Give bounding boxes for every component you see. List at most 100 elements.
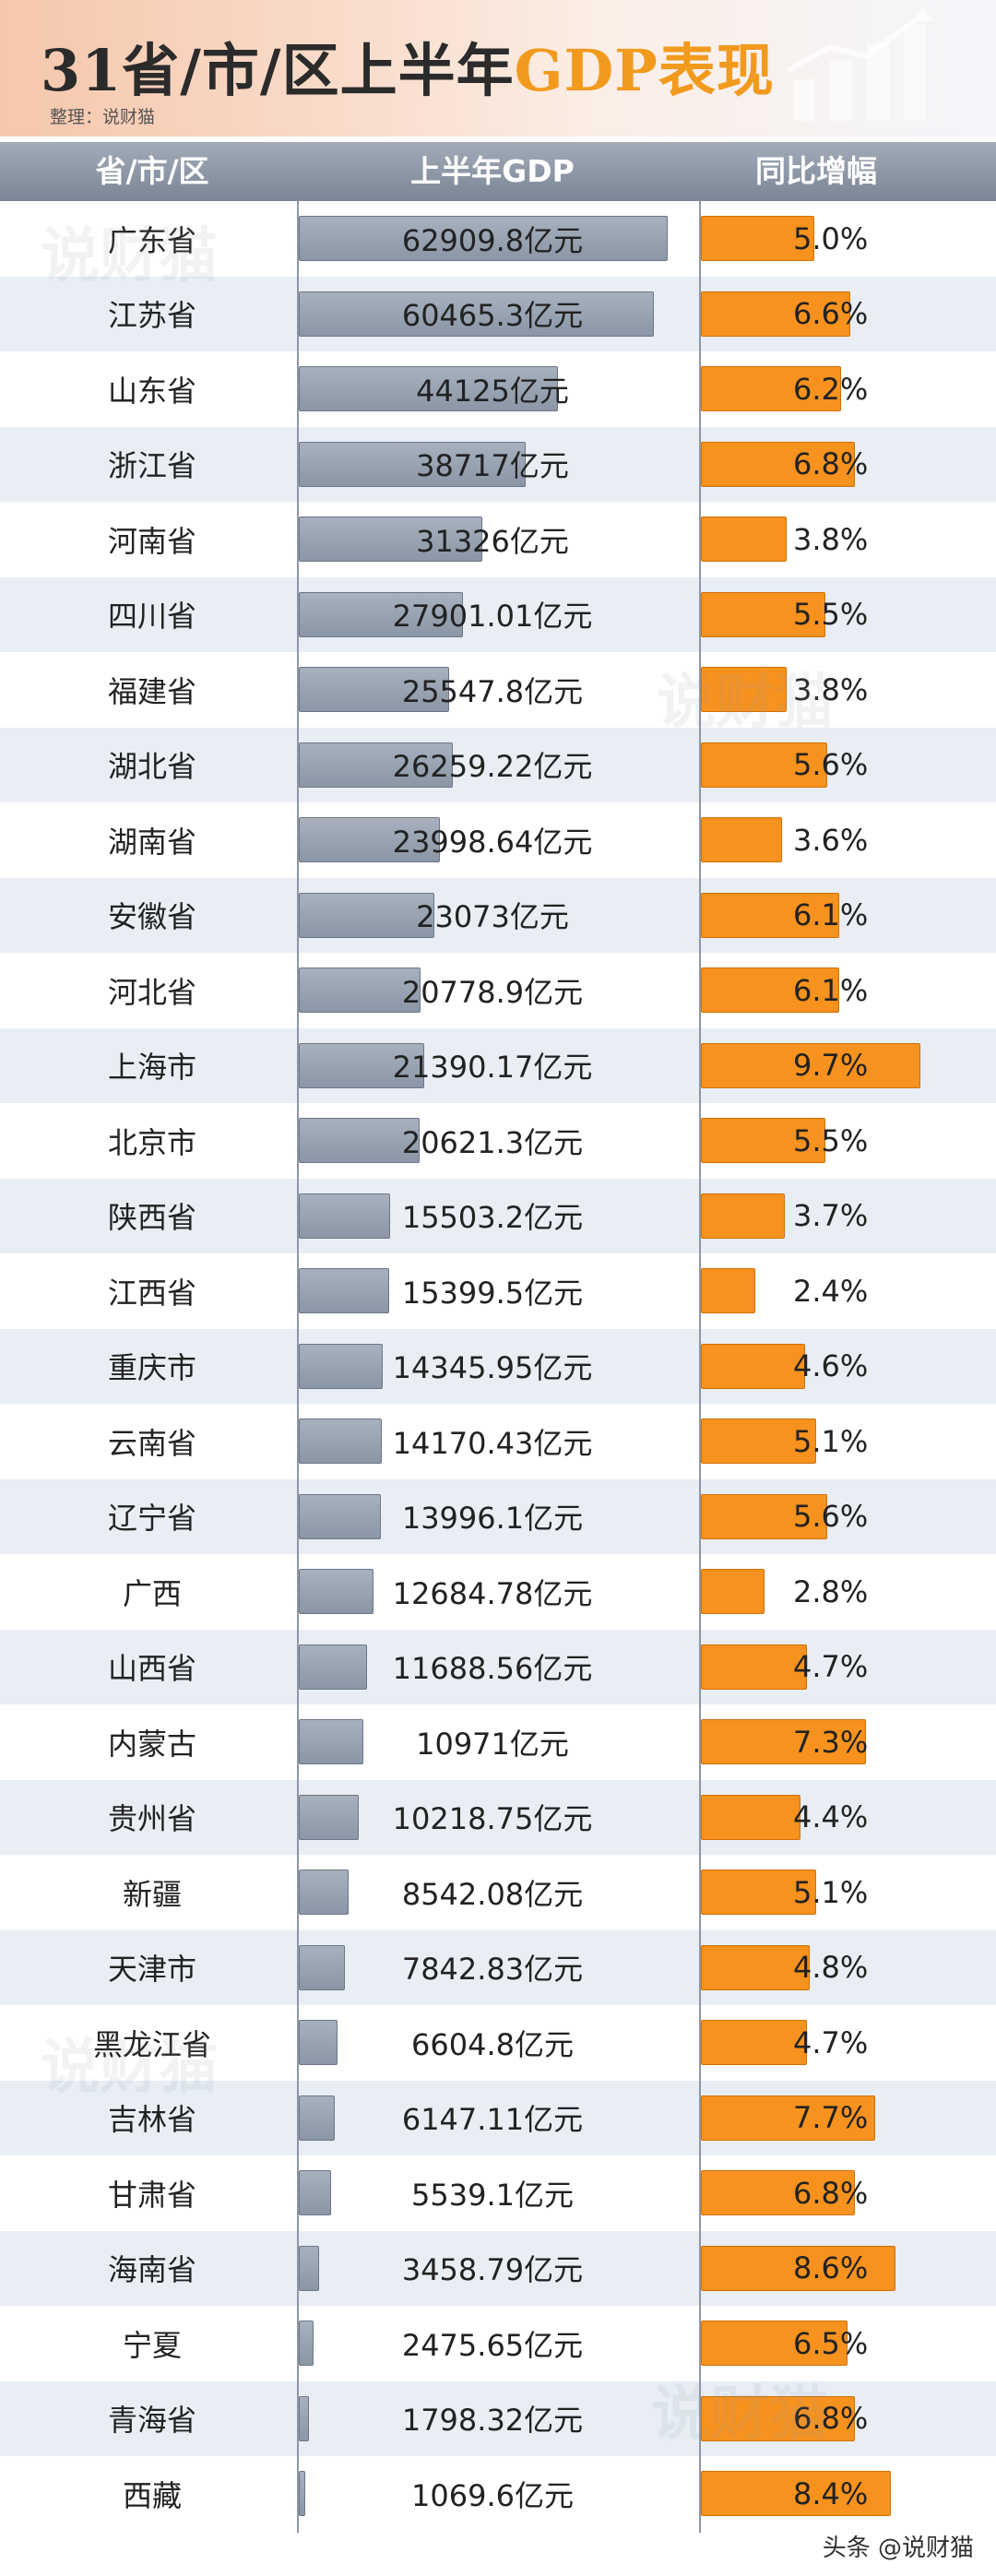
column-region-header: 省/市/区 xyxy=(95,153,209,189)
gdp-value-label: 1069.6亿元 xyxy=(411,2477,574,2513)
region-label: 广东省 xyxy=(107,222,196,258)
growth-value-label: 4.6% xyxy=(793,1348,869,1384)
gdp-value-label: 38717亿元 xyxy=(416,448,569,484)
growth-bar xyxy=(701,591,825,637)
region-label: 江西省 xyxy=(107,1275,196,1311)
gdp-bar xyxy=(299,1193,390,1239)
growth-value-label: 5.6% xyxy=(793,747,869,783)
growth-value-label: 3.6% xyxy=(793,822,869,858)
growth-bar xyxy=(701,1343,805,1389)
region-label: 安徽省 xyxy=(107,899,196,935)
growth-value-label: 4.4% xyxy=(793,1799,869,1835)
region-label: 天津市 xyxy=(107,1952,196,1988)
growth-bar xyxy=(701,216,814,262)
table-row: 山东省 44125亿元 6.2% xyxy=(0,351,996,427)
gdp-bar xyxy=(299,591,463,637)
growth-bar xyxy=(701,1944,810,1990)
region-label: 山东省 xyxy=(107,373,196,409)
table-row: 北京市 20621.3亿元 5.5% xyxy=(0,1103,996,1179)
region-label: 辽宁省 xyxy=(107,1501,196,1537)
gdp-bar xyxy=(299,1493,382,1539)
gdp-bar xyxy=(299,2245,319,2291)
region-label: 新疆 xyxy=(122,1876,182,1912)
gdp-bar xyxy=(299,2395,310,2441)
table-row: 福建省 25547.8亿元 3.8% xyxy=(0,652,996,728)
gdp-bar xyxy=(299,1870,350,1916)
gdp-value-label: 8542.08亿元 xyxy=(401,1876,584,1912)
data-table: 广东省 62909.8亿元 5.0% 江苏省 60465.3亿元 6.6% 山东省 44125… xyxy=(0,201,996,2533)
growth-bar xyxy=(701,2321,848,2367)
table-row: 宁夏 2475.65亿元 6.5% xyxy=(0,2306,996,2381)
table-row: 山西省 11688.56亿元 4.7% xyxy=(0,1629,996,1704)
region-label: 西藏 xyxy=(122,2477,182,2513)
growth-value-label: 2.4% xyxy=(793,1273,869,1309)
growth-bar xyxy=(701,2020,808,2066)
growth-bar xyxy=(701,291,850,337)
gdp-value-label: 44125亿元 xyxy=(416,373,569,409)
header-banner: 31省/市/区上半年GDP表现 整理：说财猫 xyxy=(0,0,996,137)
region-label: 河南省 xyxy=(107,523,196,559)
gdp-value-label: 10971亿元 xyxy=(416,1726,569,1762)
gdp-bar xyxy=(299,1719,363,1765)
region-label: 青海省 xyxy=(107,2403,196,2439)
gdp-value-label: 13996.1亿元 xyxy=(401,1501,584,1537)
table-row: 上海市 21390.17亿元 9.7% xyxy=(0,1027,996,1103)
growth-value-label: 6.2% xyxy=(793,371,869,407)
gdp-bar xyxy=(299,1419,383,1465)
gdp-bar xyxy=(299,892,434,938)
table-row: 吉林省 6147.11亿元 7.7% xyxy=(0,2080,996,2155)
gdp-bar xyxy=(299,1343,384,1389)
page-title: 31省/市/区上半年GDP表现 xyxy=(41,37,775,104)
growth-value-label: 5.5% xyxy=(793,1122,869,1158)
gdp-bar xyxy=(299,817,440,863)
gdp-bar xyxy=(299,1569,374,1615)
gdp-bar xyxy=(299,2471,305,2517)
region-label: 云南省 xyxy=(107,1425,196,1461)
growth-bar xyxy=(701,817,783,863)
growth-value-label: 3.8% xyxy=(793,671,869,707)
gdp-value-label: 12684.78亿元 xyxy=(392,1575,593,1611)
table-row: 江西省 15399.5亿元 2.4% xyxy=(0,1253,996,1329)
growth-bar xyxy=(701,2395,855,2441)
growth-value-label: 8.6% xyxy=(793,2250,869,2286)
table-row: 辽宁省 13996.1亿元 5.6% xyxy=(0,1478,996,1554)
region-label: 四川省 xyxy=(107,599,196,635)
gdp-bar xyxy=(299,1042,425,1088)
gdp-value-label: 20621.3亿元 xyxy=(401,1124,584,1160)
growth-value-label: 2.8% xyxy=(793,1573,869,1609)
growth-bar xyxy=(701,2170,855,2216)
chart-trend-icon xyxy=(787,7,933,121)
gdp-value-label: 15503.2亿元 xyxy=(401,1200,584,1236)
gdp-bar xyxy=(299,2020,338,2066)
growth-bar xyxy=(701,516,788,563)
gdp-bar xyxy=(299,667,449,713)
gdp-bar xyxy=(299,1794,360,1840)
growth-value-label: 4.8% xyxy=(793,1950,869,1986)
gdp-value-label: 2475.65亿元 xyxy=(401,2327,584,2363)
table-row: 江苏省 60465.3亿元 6.6% xyxy=(0,276,996,351)
growth-bar xyxy=(701,742,828,788)
region-label: 宁夏 xyxy=(122,2327,182,2363)
growth-bar xyxy=(701,1419,816,1465)
growth-bar xyxy=(701,1042,920,1088)
table-row: 黑龙江省 6604.8亿元 4.7% xyxy=(0,2005,996,2081)
gdp-value-label: 25547.8亿元 xyxy=(401,673,584,709)
gdp-value-label: 7842.83亿元 xyxy=(401,1952,584,1988)
growth-value-label: 5.5% xyxy=(793,597,869,633)
region-label: 海南省 xyxy=(107,2252,196,2288)
growth-value-label: 9.7% xyxy=(793,1048,869,1084)
growth-bar xyxy=(701,441,855,487)
growth-bar xyxy=(701,1493,828,1539)
table-row: 西藏 1069.6亿元 8.4% xyxy=(0,2456,996,2532)
gdp-bar xyxy=(299,216,669,262)
gdp-bar xyxy=(299,1268,389,1314)
region-label: 贵州省 xyxy=(107,1801,196,1837)
growth-bar xyxy=(701,1644,808,1690)
region-label: 陕西省 xyxy=(107,1200,196,1236)
growth-value-label: 6.8% xyxy=(793,2175,869,2211)
gdp-value-label: 1798.32亿元 xyxy=(401,2403,584,2439)
table-row: 广西 12684.78亿元 2.8% xyxy=(0,1554,996,1630)
growth-bar xyxy=(701,1193,785,1239)
credit-text: 整理：说财猫 xyxy=(50,107,156,127)
growth-value-label: 6.1% xyxy=(793,972,869,1008)
